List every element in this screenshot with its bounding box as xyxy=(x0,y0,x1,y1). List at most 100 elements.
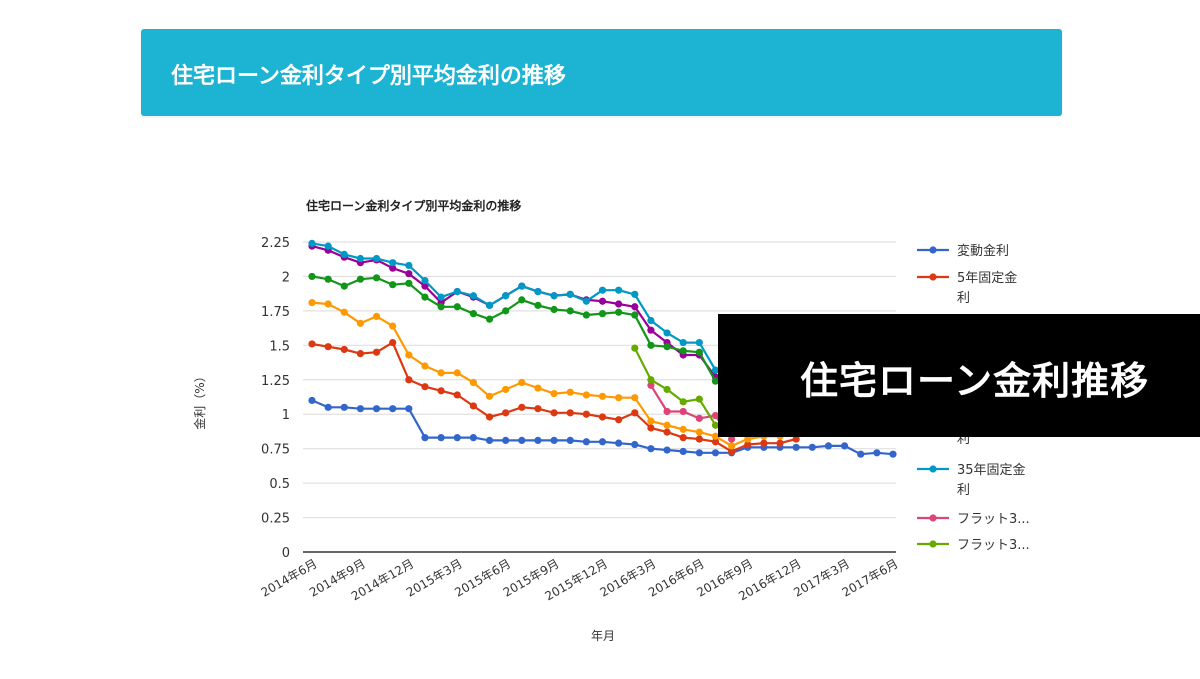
data-point xyxy=(615,439,623,447)
data-point xyxy=(679,347,687,355)
x-axis-ticks: 2014年6月2014年9月2014年12月2015年3月2015年6月2015… xyxy=(259,556,901,603)
y-axis-ticks: 0 0.25 0.5 0.75 1 1.25 1.5 1.75 2 2.25 xyxy=(261,236,290,561)
data-point xyxy=(760,439,768,447)
data-point xyxy=(647,381,655,389)
data-point xyxy=(695,414,703,422)
data-point xyxy=(631,311,639,319)
data-point xyxy=(566,290,574,298)
data-point xyxy=(389,264,397,272)
legend-item[interactable]: フラット3... xyxy=(917,538,1030,553)
data-point xyxy=(582,391,590,399)
data-point xyxy=(485,315,494,323)
data-point xyxy=(389,338,397,347)
data-point xyxy=(437,303,445,311)
overlay-caption: 住宅ローン金利推移 xyxy=(718,314,1200,437)
legend-label: 利 xyxy=(957,483,970,498)
data-point xyxy=(405,261,413,270)
series-line xyxy=(308,272,720,385)
data-point xyxy=(647,376,655,384)
data-point xyxy=(324,403,332,411)
data-point xyxy=(695,338,703,347)
data-point xyxy=(421,383,429,391)
legend-item[interactable]: フラット3... xyxy=(917,512,1030,527)
y-tick-label: 0.25 xyxy=(261,512,290,527)
data-point xyxy=(631,440,639,449)
data-point xyxy=(647,424,655,432)
data-point xyxy=(421,282,429,290)
data-point xyxy=(647,341,655,349)
data-point xyxy=(308,340,316,348)
data-point xyxy=(340,345,348,354)
data-point xyxy=(615,300,623,308)
data-point xyxy=(534,405,542,413)
series-line xyxy=(631,344,720,429)
data-point xyxy=(631,409,639,417)
data-point xyxy=(582,297,590,305)
data-point xyxy=(518,378,526,387)
y-tick-label: 2 xyxy=(282,270,290,285)
data-point xyxy=(663,428,671,436)
data-point xyxy=(324,300,332,308)
data-point xyxy=(372,405,381,413)
data-point xyxy=(695,428,703,436)
data-point xyxy=(469,378,477,387)
data-point xyxy=(372,348,381,356)
data-point xyxy=(615,394,623,402)
data-point xyxy=(372,254,381,263)
data-point xyxy=(356,254,365,263)
data-point xyxy=(647,316,655,325)
legend-label: 変動金利 xyxy=(957,243,1009,259)
y-tick-label: 0 xyxy=(282,546,290,561)
data-point xyxy=(372,312,381,320)
data-point xyxy=(566,436,574,444)
data-point xyxy=(437,293,445,301)
data-point xyxy=(873,449,881,457)
data-point xyxy=(824,442,833,450)
data-point xyxy=(534,301,542,309)
data-point xyxy=(840,442,849,450)
data-point xyxy=(695,395,703,403)
data-point xyxy=(679,425,687,433)
y-tick-label: 1 xyxy=(282,408,290,423)
data-point xyxy=(647,417,655,425)
data-point xyxy=(582,438,590,446)
data-point xyxy=(437,369,445,377)
data-point xyxy=(728,435,736,443)
data-point xyxy=(598,438,607,446)
data-point xyxy=(598,413,607,421)
data-point xyxy=(711,412,720,420)
data-point xyxy=(453,434,461,442)
data-point xyxy=(615,416,623,424)
data-point xyxy=(437,434,445,442)
data-point xyxy=(389,322,397,330)
data-point xyxy=(776,439,784,447)
data-point xyxy=(340,308,348,316)
data-point xyxy=(728,447,736,456)
data-point xyxy=(889,450,897,458)
data-point xyxy=(631,303,639,311)
data-point xyxy=(502,409,510,417)
data-point xyxy=(615,308,623,316)
data-point xyxy=(598,392,607,400)
data-point xyxy=(485,301,494,309)
legend-item[interactable]: 変動金利 xyxy=(917,243,1009,259)
data-point xyxy=(711,432,720,440)
data-point xyxy=(469,434,477,442)
data-point xyxy=(356,275,365,283)
data-point xyxy=(566,388,574,396)
data-point xyxy=(421,293,429,301)
data-point xyxy=(711,377,720,385)
data-point xyxy=(485,392,494,400)
data-point xyxy=(356,319,365,327)
legend-label: 5年固定金 xyxy=(957,270,1017,286)
data-point xyxy=(808,443,816,451)
data-point xyxy=(711,449,720,457)
data-point xyxy=(582,410,590,418)
data-point xyxy=(502,307,510,315)
data-point xyxy=(405,270,413,278)
overlay-caption-text: 住宅ローン金利推移 xyxy=(800,359,1150,403)
data-point xyxy=(744,435,752,443)
legend-label: 利 xyxy=(957,291,970,306)
